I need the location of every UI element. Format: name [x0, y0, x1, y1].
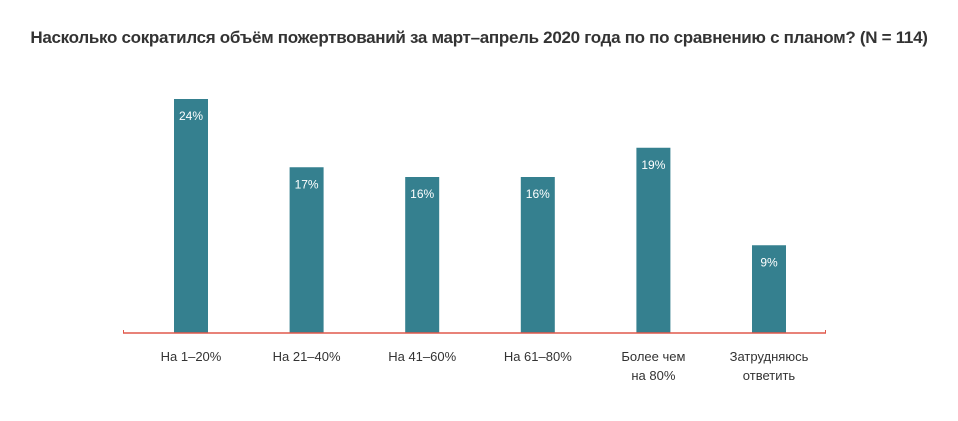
data-label: 24% — [179, 109, 203, 123]
data-label: 17% — [295, 177, 319, 191]
data-label: 16% — [526, 187, 550, 201]
x-tick-label: На 21–40% — [273, 349, 341, 364]
bar — [289, 167, 324, 333]
data-label: 9% — [760, 255, 778, 269]
x-tick-label: Более чем — [621, 349, 685, 364]
data-label: 16% — [410, 187, 434, 201]
data-label: 19% — [641, 158, 665, 172]
bar — [520, 177, 555, 333]
x-tick-label: на 80% — [631, 368, 675, 383]
x-tick-label: На 41–60% — [388, 349, 456, 364]
x-tick-label: На 1–20% — [161, 349, 222, 364]
x-tick-label: Затрудняюсь — [730, 349, 809, 364]
x-tick-label: ответить — [743, 368, 796, 383]
bar — [174, 99, 208, 333]
bar — [405, 177, 440, 333]
x-tick-label: На 61–80% — [504, 349, 572, 364]
bar — [636, 147, 671, 333]
bar — [752, 245, 786, 333]
chart-title: Насколько сократился объём пожертвований… — [30, 28, 928, 47]
